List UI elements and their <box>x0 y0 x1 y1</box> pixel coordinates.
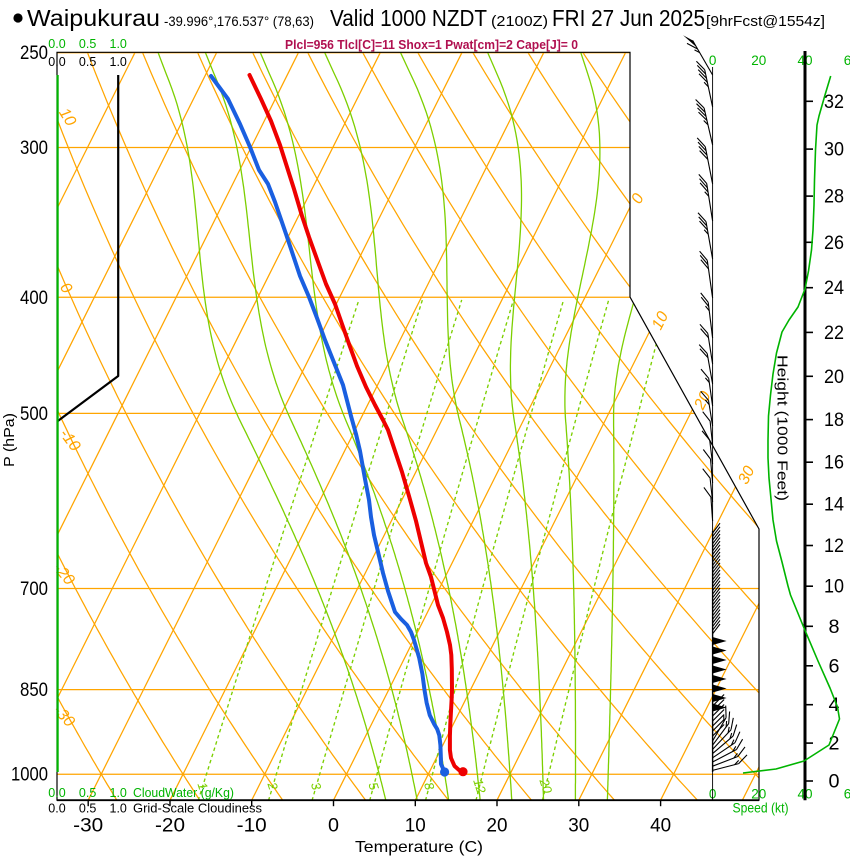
svg-text:12: 12 <box>824 536 844 557</box>
svg-text:1.0: 1.0 <box>110 786 127 800</box>
svg-text:32: 32 <box>824 92 844 113</box>
svg-text:26: 26 <box>824 233 844 254</box>
svg-text:CloudWater (g/Kg): CloudWater (g/Kg) <box>133 786 234 800</box>
svg-text:0.5: 0.5 <box>79 37 96 51</box>
svg-text:1.0: 1.0 <box>110 37 127 51</box>
svg-text:850: 850 <box>20 680 48 701</box>
svg-text:Grid-Scale Cloudiness: Grid-Scale Cloudiness <box>133 802 262 816</box>
svg-text:28: 28 <box>824 187 844 208</box>
svg-text:(2100Z): (2100Z) <box>491 14 548 30</box>
svg-text:-20: -20 <box>155 816 185 837</box>
svg-text:FRI 27 Jun 2025: FRI 27 Jun 2025 <box>552 5 705 31</box>
svg-text:300: 300 <box>20 138 48 159</box>
svg-text:20: 20 <box>751 53 766 68</box>
svg-text:30: 30 <box>824 140 844 161</box>
svg-text:20: 20 <box>824 367 844 388</box>
svg-text:0.0: 0.0 <box>48 37 65 51</box>
svg-text:0.5: 0.5 <box>79 802 96 816</box>
svg-text:700: 700 <box>20 579 48 600</box>
svg-text:20: 20 <box>487 816 508 837</box>
svg-text:10: 10 <box>824 577 844 598</box>
svg-text:Speed (kt): Speed (kt) <box>733 801 789 816</box>
svg-text:Plcl=956 Tlcl[C]=11 Shox=1 Pwa: Plcl=956 Tlcl[C]=11 Shox=1 Pwat[cm]=2 Ca… <box>285 37 578 52</box>
svg-text:-30: -30 <box>73 816 103 837</box>
svg-text:500: 500 <box>20 404 48 425</box>
svg-text:0: 0 <box>829 772 840 793</box>
svg-text:Waipukurau: Waipukurau <box>27 5 160 31</box>
svg-text:[9hrFcst@1554z]: [9hrFcst@1554z] <box>706 13 825 30</box>
svg-text:18: 18 <box>824 410 844 431</box>
svg-text:Height (1000 Feet): Height (1000 Feet) <box>774 355 790 501</box>
svg-text:30: 30 <box>568 816 589 837</box>
svg-text:1000: 1000 <box>11 765 48 786</box>
svg-text:6: 6 <box>829 656 840 677</box>
svg-text:40: 40 <box>650 816 671 837</box>
svg-text:10: 10 <box>405 816 426 837</box>
svg-text:0.5: 0.5 <box>79 786 96 800</box>
svg-text:8: 8 <box>829 617 840 638</box>
svg-text:0: 0 <box>328 816 339 837</box>
svg-text:1.0: 1.0 <box>110 55 127 69</box>
svg-text:Valid 1000 NZDT: Valid 1000 NZDT <box>330 5 487 31</box>
svg-text:0.0: 0.0 <box>48 786 65 800</box>
svg-text:60: 60 <box>844 53 850 68</box>
svg-text:1.0: 1.0 <box>110 802 127 816</box>
svg-text:16: 16 <box>824 453 844 474</box>
svg-text:22: 22 <box>824 323 844 344</box>
svg-text:0: 0 <box>709 53 717 68</box>
svg-text:P (hPa): P (hPa) <box>1 413 18 467</box>
svg-text:0.5: 0.5 <box>79 55 96 69</box>
svg-text:24: 24 <box>824 278 844 299</box>
svg-text:Temperature (C): Temperature (C) <box>355 839 483 856</box>
svg-text:400: 400 <box>20 288 48 309</box>
svg-text:250: 250 <box>20 43 48 64</box>
svg-text:60: 60 <box>844 786 850 801</box>
svg-text:20: 20 <box>751 786 766 801</box>
svg-text:14: 14 <box>824 495 844 516</box>
svg-text:0.0: 0.0 <box>48 55 65 69</box>
svg-text:-39.996°,176.537° (78,63): -39.996°,176.537° (78,63) <box>164 14 314 29</box>
svg-text:0.0: 0.0 <box>48 802 65 816</box>
svg-text:-10: -10 <box>237 816 267 837</box>
